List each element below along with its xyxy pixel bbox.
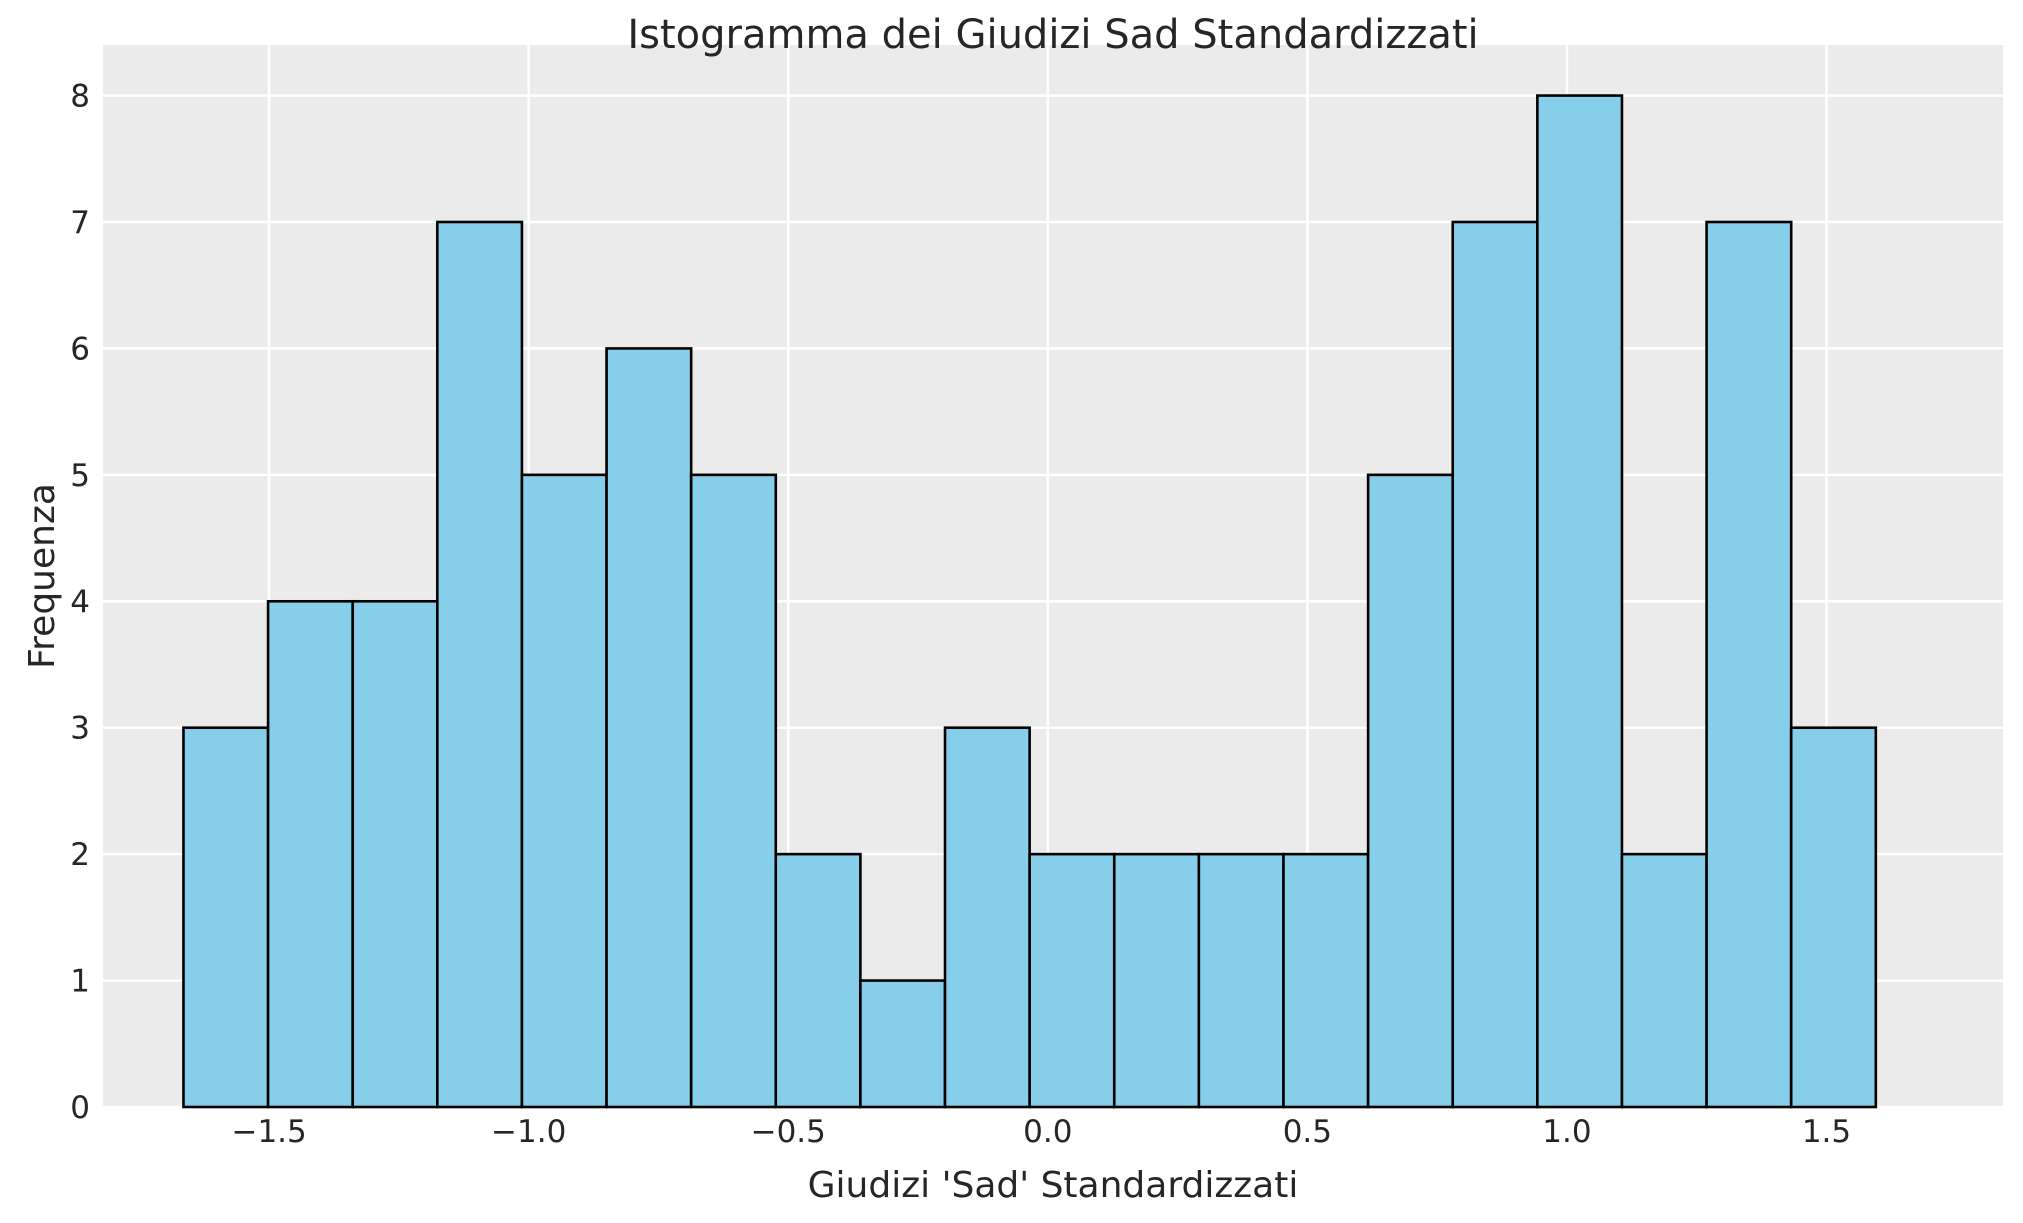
histogram-bar: [266, 599, 354, 1109]
histogram-bar: [774, 852, 862, 1109]
y-tick-label: 7: [70, 205, 90, 241]
histogram-bar: [1197, 852, 1285, 1109]
histogram-bar: [859, 979, 947, 1109]
histogram-bar: [943, 726, 1031, 1109]
y-tick-label: 1: [70, 964, 90, 1000]
y-tick-label: 5: [70, 458, 90, 494]
chart-title: Istogramma dei Giudizi Sad Standardizzat…: [627, 12, 1478, 58]
y-tick-label: 8: [70, 79, 90, 115]
y-tick-label: 3: [70, 711, 90, 747]
histogram-bar: [351, 599, 439, 1109]
x-tick-label: 0.5: [1283, 1114, 1332, 1150]
histogram-bar: [689, 473, 778, 1109]
histogram-bar: [1112, 852, 1201, 1109]
histogram-bar: [1789, 726, 1878, 1109]
histogram-bar: [1705, 220, 1793, 1109]
histogram-bar: [1451, 220, 1539, 1109]
y-tick-label: 6: [70, 331, 90, 367]
x-tick-label: −0.5: [751, 1114, 826, 1150]
x-tick-labels: −1.5 −1.0 −0.5 0.0 0.5 1.0 1.5: [231, 1114, 1851, 1150]
y-tick-label: 4: [70, 584, 90, 620]
histogram-bar: [520, 473, 608, 1109]
y-tick-label: 0: [70, 1090, 90, 1126]
x-tick-label: 0.0: [1023, 1114, 1072, 1150]
x-tick-label: −1.5: [231, 1114, 306, 1150]
histogram-bar: [1366, 473, 1455, 1109]
x-tick-label: 1.5: [1802, 1114, 1851, 1150]
histogram-bar: [1536, 94, 1624, 1109]
histogram-bar: [1282, 852, 1370, 1109]
y-axis-label: Frequenza: [22, 483, 63, 669]
x-tick-label: 1.0: [1542, 1114, 1591, 1150]
histogram-bar: [1028, 852, 1116, 1109]
x-axis-label: Giudizi 'Sad' Standardizzati: [808, 1165, 1299, 1206]
histogram-bar: [436, 220, 524, 1109]
y-tick-label: 2: [70, 837, 90, 873]
histogram-bar: [1620, 852, 1708, 1109]
y-tick-labels: 0 1 2 3 4 5 6 7 8: [70, 79, 90, 1126]
histogram-bar: [182, 726, 270, 1109]
histogram-bar: [605, 347, 693, 1109]
x-tick-label: −1.0: [491, 1114, 566, 1150]
histogram-bars: [182, 94, 1878, 1109]
